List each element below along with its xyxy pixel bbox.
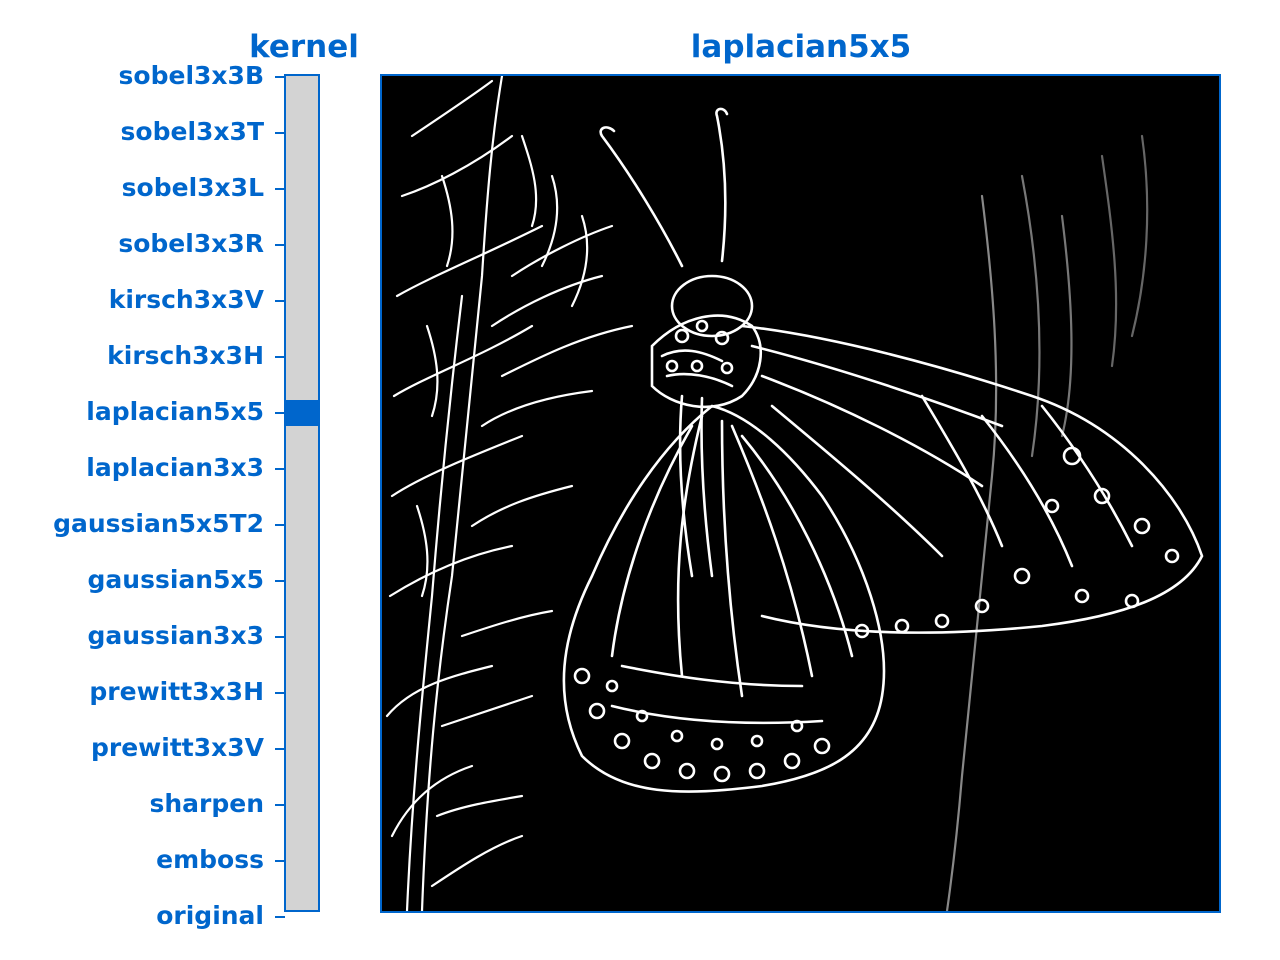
kernel-title: kernel: [249, 29, 359, 65]
slider-tick: [275, 636, 285, 638]
slider-tick: [275, 580, 285, 582]
kernel-option-gaussian3x3[interactable]: gaussian3x3: [87, 621, 264, 650]
slider-tick: [275, 76, 285, 78]
kernel-option-kirsch3x3v[interactable]: kirsch3x3V: [108, 285, 264, 314]
kernel-slider[interactable]: [275, 74, 320, 918]
butterfly-edge-image: [382, 76, 1219, 911]
slider-tick: [275, 804, 285, 806]
kernel-option-kirsch3x3h[interactable]: kirsch3x3H: [107, 341, 264, 370]
image-title: laplacian5x5: [690, 29, 912, 65]
kernel-option-laplacian3x3[interactable]: laplacian3x3: [86, 453, 264, 482]
butterfly-edges: [562, 107, 1204, 793]
kernel-option-sharpen[interactable]: sharpen: [149, 789, 264, 818]
slider-tick: [275, 244, 285, 246]
slider-tick: [275, 468, 285, 470]
kernel-option-prewitt3x3v[interactable]: prewitt3x3V: [90, 733, 264, 762]
kernel-option-sobel3x3t[interactable]: sobel3x3T: [120, 117, 264, 146]
slider-tick: [275, 300, 285, 302]
slider-tick: [275, 524, 285, 526]
kernel-option-sobel3x3l[interactable]: sobel3x3L: [121, 173, 264, 202]
slider-tick: [275, 916, 285, 918]
kernel-option-sobel3x3r[interactable]: sobel3x3R: [118, 229, 264, 258]
kernel-option-sobel3x3b[interactable]: sobel3x3B: [118, 61, 264, 90]
kernel-option-laplacian5x5[interactable]: laplacian5x5: [86, 397, 264, 426]
kernel-option-emboss[interactable]: emboss: [156, 845, 264, 874]
slider-tick: [275, 356, 285, 358]
slider-tick: [275, 748, 285, 750]
kernel-slider-handle[interactable]: [286, 400, 318, 426]
filtered-image: [380, 74, 1221, 913]
slider-tick: [275, 692, 285, 694]
kernel-option-gaussian5x5[interactable]: gaussian5x5: [87, 565, 264, 594]
plant-edges: [385, 76, 1149, 911]
slider-tick: [275, 860, 285, 862]
slider-tick: [275, 132, 285, 134]
kernel-option-original[interactable]: original: [156, 901, 264, 930]
kernel-option-gaussian5x5t2[interactable]: gaussian5x5T2: [53, 509, 264, 538]
slider-tick: [275, 412, 285, 414]
slider-tick: [275, 188, 285, 190]
kernel-option-prewitt3x3h[interactable]: prewitt3x3H: [89, 677, 264, 706]
